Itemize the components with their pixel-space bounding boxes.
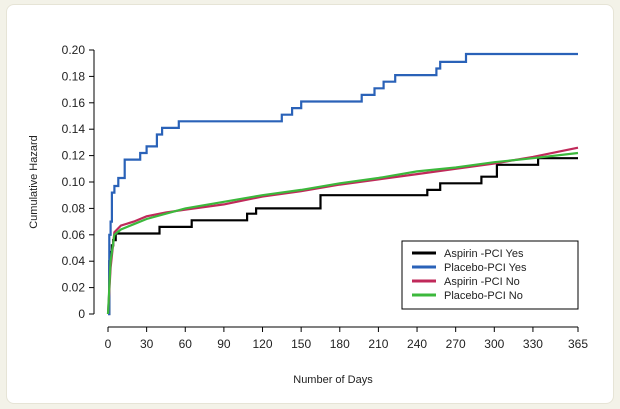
x-tick-label: 240 <box>407 337 427 351</box>
legend-label: Aspirin -PCI Yes <box>444 248 524 260</box>
y-tick-label: 0.02 <box>62 281 86 295</box>
x-tick-label: 300 <box>484 337 504 351</box>
legend-label: Placebo-PCI No <box>444 290 523 302</box>
y-tick-label: 0.10 <box>62 175 86 189</box>
y-axis-label: Cumulative Hazard <box>28 135 40 229</box>
legend-label: Aspirin -PCI No <box>444 276 520 288</box>
y-tick-label: 0.18 <box>62 69 86 83</box>
y-tick-label: 0.14 <box>62 122 86 136</box>
x-tick-label: 30 <box>140 337 154 351</box>
y-tick-label: 0.08 <box>62 201 86 215</box>
legend: Aspirin -PCI Yes Placebo-PCI Yes Aspirin -… <box>402 241 578 309</box>
x-tick-label: 365 <box>568 337 588 351</box>
x-tick-label: 150 <box>291 337 311 351</box>
x-tick-label: 120 <box>253 337 273 351</box>
x-axis-label: Number of Days <box>293 374 373 386</box>
y-tick-label: 0 <box>78 307 85 321</box>
y-tick-label: 0.12 <box>62 149 86 163</box>
x-tick-label: 90 <box>217 337 231 351</box>
legend-label: Placebo-PCI Yes <box>444 262 527 274</box>
x-tick-label: 330 <box>523 337 543 351</box>
y-tick-label: 0.16 <box>62 96 86 110</box>
y-tick-label: 0.06 <box>62 228 86 242</box>
x-tick-label: 60 <box>179 337 193 351</box>
y-tick-label: 0.04 <box>62 254 86 268</box>
x-tick-label: 270 <box>446 337 466 351</box>
x-tick-label: 0 <box>105 337 112 351</box>
x-tick-label: 210 <box>368 337 388 351</box>
y-tick-label: 0.20 <box>62 43 86 57</box>
x-tick-label: 180 <box>330 337 350 351</box>
